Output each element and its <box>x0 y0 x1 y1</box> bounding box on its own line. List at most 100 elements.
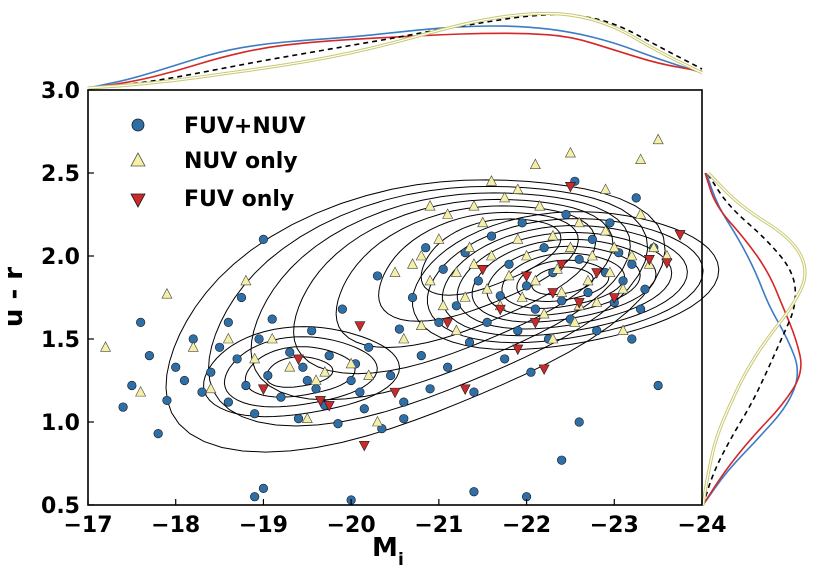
point-fuv-nuv <box>407 292 418 303</box>
x-marginal-density-plot <box>87 11 703 90</box>
x-marginal-curve-fuv-only <box>87 32 703 89</box>
point-fuv-nuv <box>153 429 163 439</box>
y-tick-label: 1.5 <box>41 328 80 353</box>
legend-entry-fuv-nuv: FUV+NUV <box>131 114 306 139</box>
point-fuv-nuv <box>583 287 593 298</box>
main-scatter-plot: −17 −18 −19 −20 −21 −22 −23 −24 0.5 1.0 1.5 2.0 2.5… <box>41 79 727 538</box>
y-axis-label: u - r <box>0 267 29 327</box>
y-tick-label: 3.0 <box>41 79 80 104</box>
point-nuv-only <box>617 283 629 294</box>
point-fuv-only <box>459 384 471 395</box>
point-fuv-nuv <box>258 483 269 494</box>
x-tick-label: −22 <box>502 513 551 538</box>
point-fuv-nuv <box>394 324 404 334</box>
point-fuv-nuv <box>557 455 567 465</box>
x-tick-label: −17 <box>63 513 112 538</box>
point-fuv-only <box>512 344 524 356</box>
point-nuv-only <box>626 249 638 261</box>
y-marginal-density-plot <box>701 171 807 506</box>
point-fuv-nuv <box>236 292 247 303</box>
point-fuv-only <box>591 268 603 279</box>
point-fuv-nuv <box>592 326 602 336</box>
y-tick-label: 1.0 <box>41 411 80 436</box>
contour-line <box>441 225 688 337</box>
point-nuv-only <box>415 249 427 261</box>
contour-line <box>501 252 626 309</box>
y-marginal-curve-all <box>702 172 797 506</box>
contour-line <box>223 336 378 408</box>
legend-marker-triangle-up <box>130 152 146 167</box>
point-fuv-nuv <box>144 351 154 361</box>
point-fuv-nuv <box>232 354 242 364</box>
point-fuv-nuv <box>574 417 584 427</box>
point-nuv-only <box>564 241 576 252</box>
contour-line <box>471 238 657 323</box>
point-fuv-nuv <box>443 362 453 372</box>
point-fuv-nuv <box>179 375 190 386</box>
point-nuv-only <box>415 319 427 331</box>
legend-label-fuv-nuv: FUV+NUV <box>184 114 306 139</box>
point-fuv-only <box>529 318 541 329</box>
point-nuv-only <box>582 274 594 286</box>
point-nuv-only <box>437 299 449 311</box>
point-fuv-only <box>556 259 568 271</box>
point-fuv-only <box>521 271 533 283</box>
point-nuv-only <box>586 249 598 261</box>
point-fuv-only <box>323 401 335 412</box>
point-nuv-only <box>240 274 252 286</box>
contour-line <box>244 346 356 398</box>
point-fuv-nuv <box>486 231 497 241</box>
point-fuv-only <box>442 318 454 329</box>
x-tick-label: −23 <box>590 513 639 538</box>
point-fuv-nuv <box>254 334 264 344</box>
point-nuv-only <box>477 216 489 228</box>
x-tick-label: −21 <box>414 513 463 538</box>
point-fuv-nuv <box>214 342 225 352</box>
point-fuv-nuv <box>333 419 343 429</box>
point-nuv-only <box>591 296 603 307</box>
point-fuv-nuv <box>162 395 172 406</box>
legend: FUV+NUV NUV only FUV only <box>130 114 306 212</box>
point-nuv-only <box>249 352 261 364</box>
point-nuv-only <box>499 191 511 203</box>
point-nuv-only <box>512 183 524 194</box>
point-fuv-nuv <box>587 234 597 244</box>
point-fuv-nuv <box>267 314 277 324</box>
point-fuv-nuv <box>399 397 409 407</box>
point-nuv-only <box>635 208 647 219</box>
point-fuv-only <box>674 230 686 241</box>
x-tick-label: −19 <box>239 513 288 538</box>
point-nuv-only <box>266 332 278 344</box>
point-fuv-nuv <box>223 397 233 407</box>
y-tick-label: 0.5 <box>41 494 80 519</box>
point-nuv-only <box>503 269 515 281</box>
point-nuv-only <box>512 233 524 244</box>
point-nuv-only <box>564 146 576 158</box>
point-fuv-nuv <box>136 317 146 328</box>
contour-line <box>203 326 401 418</box>
point-fuv-nuv <box>521 281 532 291</box>
point-nuv-only <box>547 332 559 344</box>
point-fuv-nuv <box>346 375 356 386</box>
point-nuv-only <box>284 361 296 372</box>
point-fuv-nuv <box>421 243 431 253</box>
point-nuv-only <box>363 369 375 380</box>
point-fuv-only <box>477 264 489 276</box>
point-nuv-only <box>100 341 112 352</box>
point-fuv-nuv <box>372 271 383 281</box>
y-axis-ticks: 0.5 1.0 1.5 2.0 2.5 3.0 <box>41 79 94 519</box>
point-fuv-only <box>643 255 655 266</box>
contour-line <box>293 198 614 375</box>
point-fuv-nuv <box>513 326 523 336</box>
y-tick-label: 2.5 <box>41 162 80 187</box>
point-nuv-only <box>424 274 436 286</box>
point-fuv-nuv <box>653 380 663 391</box>
point-nuv-only <box>635 153 647 165</box>
y-marginal-curve-fuv-nuv <box>702 172 799 506</box>
x-marginal-curve-all <box>87 13 703 89</box>
point-fuv-nuv <box>530 304 540 314</box>
point-fuv-nuv <box>504 259 514 269</box>
point-nuv-only <box>161 288 173 299</box>
series-fuv-only <box>257 181 686 452</box>
point-fuv-nuv <box>359 404 369 414</box>
